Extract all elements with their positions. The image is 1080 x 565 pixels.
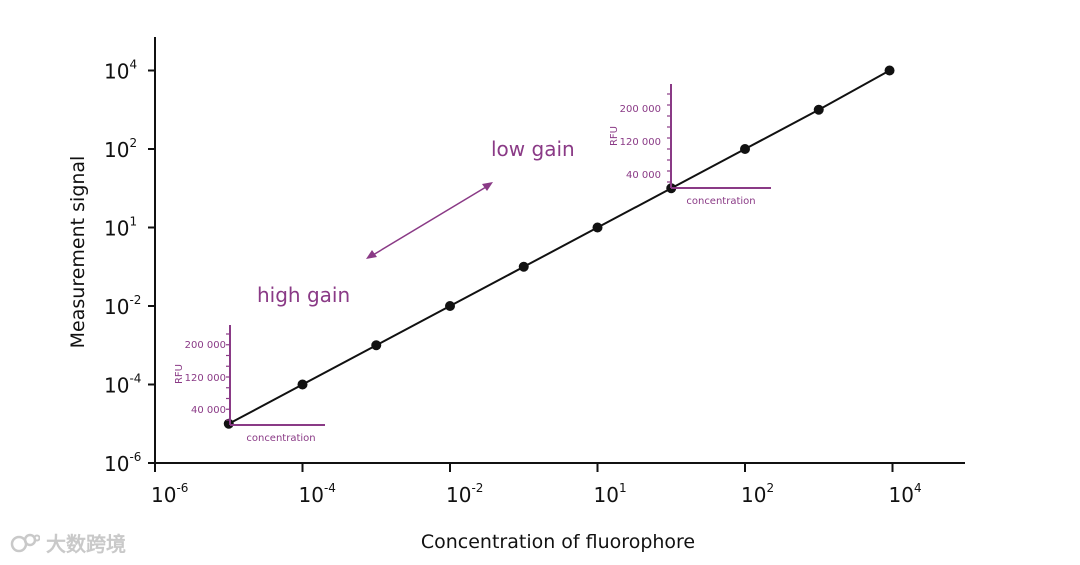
- low-gain-label: low gain: [491, 137, 575, 161]
- y-tick-label: 10-4: [104, 372, 141, 398]
- data-point: [592, 222, 603, 233]
- y-ticks: 10-6 10-4 10-2 101 102 104: [104, 58, 155, 476]
- inset-low-ylabel: RFU: [174, 364, 185, 384]
- data-point: [371, 340, 382, 351]
- inset-low-ytick-1: 200 000: [185, 340, 226, 351]
- x-tick-label: 102: [741, 481, 774, 507]
- watermark-logo-icon: [10, 533, 40, 552]
- y-tick-label: 10-2: [104, 293, 141, 319]
- inset-low-ytick-2: 120 000: [185, 373, 226, 384]
- inset-high-ticks: [667, 93, 671, 183]
- data-point: [445, 301, 455, 311]
- y-tick-label: 102: [104, 136, 137, 162]
- gain-arrow: [366, 182, 493, 259]
- inset-high-xlabel: concentration: [686, 196, 755, 207]
- y-tick-label: 101: [104, 215, 137, 241]
- inset-low-ytick-3: 40 000: [191, 405, 226, 416]
- data-point: [223, 418, 234, 429]
- data-points: [223, 65, 895, 429]
- data-point: [297, 379, 308, 390]
- inset-high-ytick-1: 200 000: [620, 104, 661, 115]
- inset-high: 200 000 120 000 40 000 RFU concentration: [609, 84, 771, 207]
- data-point: [813, 104, 824, 115]
- y-tick-label: 104: [104, 58, 137, 84]
- high-gain-label: high gain: [257, 283, 350, 307]
- x-tick-label: 10-6: [151, 481, 188, 507]
- x-tick-label: 104: [889, 481, 922, 507]
- inset-high-ytick-2: 120 000: [620, 137, 661, 148]
- x-tick-label: 101: [594, 481, 627, 507]
- x-tick-label: 10-2: [446, 481, 483, 507]
- inset-high-ylabel: RFU: [609, 126, 620, 146]
- y-tick-label: 10-6: [104, 450, 141, 476]
- inset-high-ytick-3: 40 000: [626, 170, 661, 181]
- data-point: [518, 261, 529, 272]
- watermark-text: 大数跨境: [46, 532, 126, 556]
- watermark: 大数跨境: [10, 528, 126, 557]
- x-tick-label: 10-4: [299, 481, 336, 507]
- y-axis-label: Measurement signal: [67, 156, 89, 349]
- axes: [148, 37, 965, 465]
- data-point: [740, 144, 750, 154]
- x-ticks: 10-6 10-4 10-2 101 102 104: [151, 463, 922, 507]
- inset-low-xlabel: concentration: [246, 433, 315, 444]
- inset-low: 200 000 120 000 40 000 RFU concentration: [174, 325, 325, 444]
- data-line: [228, 69, 891, 425]
- x-axis-label: Concentration of fluorophore: [421, 531, 695, 553]
- inset-low-ticks: [226, 333, 230, 421]
- data-point: [884, 65, 895, 76]
